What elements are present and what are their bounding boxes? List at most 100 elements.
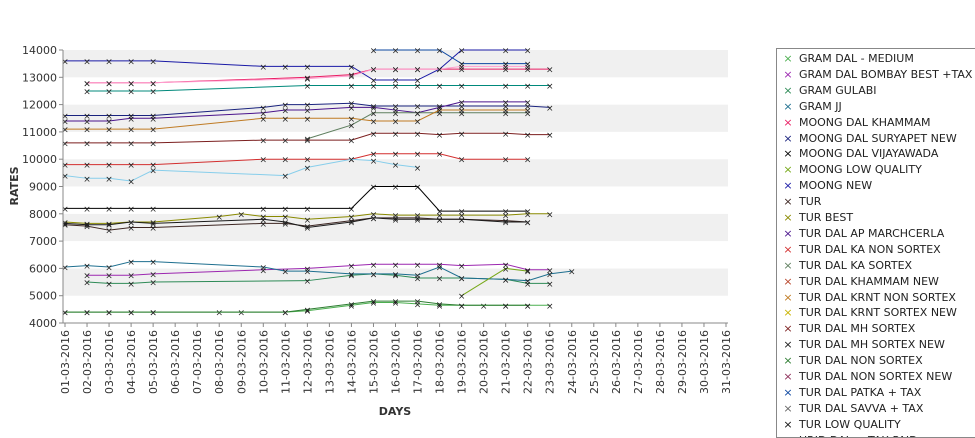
data-point: × (436, 66, 444, 76)
legend-label: MOONG LOW QUALITY (799, 163, 922, 177)
legend-item: × TUR LOW QUALITY (781, 418, 900, 432)
data-point: × (458, 47, 466, 57)
data-point: × (304, 164, 312, 174)
data-point: × (502, 218, 510, 228)
data-point: × (61, 221, 69, 231)
data-point: × (215, 213, 223, 223)
data-point: × (524, 102, 532, 112)
data-point: × (436, 150, 444, 160)
data-point: × (348, 82, 356, 92)
data-point: × (127, 112, 135, 122)
data-point: × (392, 298, 400, 308)
data-point: × (127, 218, 135, 228)
data-point: × (414, 66, 422, 76)
data-point: × (149, 205, 157, 215)
x-tick-label: 29-03-2016 (676, 330, 689, 394)
legend-item: × GRAM JJ (781, 99, 841, 114)
x-tick-label: 15-03-2016 (367, 330, 380, 394)
data-point: × (458, 107, 466, 117)
data-point: × (260, 264, 268, 274)
data-point: × (304, 82, 312, 92)
series-line (65, 153, 528, 166)
data-point: × (458, 216, 466, 226)
data-point: × (215, 309, 223, 319)
series-3: × × ×× ×× × × × × × ××× × ×× × (61, 258, 575, 287)
data-point: × (282, 63, 290, 73)
data-point: × (414, 298, 422, 308)
data-point: × (83, 126, 91, 136)
data-point: × (149, 224, 157, 234)
legend-marker-icon: × (783, 258, 793, 272)
data-point: × (105, 161, 113, 171)
series-1: × × × × × × × × × × × × ×× × (83, 261, 553, 282)
data-point: × (546, 302, 554, 312)
legend-marker-icon: × (783, 338, 793, 352)
data-point: × (304, 307, 312, 317)
x-tick-label: 09-03-2016 (235, 330, 248, 394)
data-point: × (524, 47, 532, 57)
legend-item: × MOONG NEW (781, 179, 872, 193)
data-point: × (83, 139, 91, 149)
data-point: × (61, 117, 69, 127)
data-point: × (83, 87, 91, 97)
data-point: × (83, 175, 91, 185)
data-point: × (149, 309, 157, 319)
data-point: × (260, 220, 268, 230)
x-tick-label: 17-03-2016 (412, 330, 425, 394)
data-point: × (392, 272, 400, 282)
plot-series: × × × × × × × × ×× × × × × × × × × ×× × × × × × × × × × × × ×× ×× × × × ××… (61, 47, 575, 319)
data-point: × (282, 107, 290, 117)
legend-item: × TUR DAL KA SORTEX (781, 259, 912, 273)
data-point: × (458, 98, 466, 108)
data-point: × (568, 268, 576, 278)
data-point: × (458, 302, 466, 312)
data-point: × (414, 183, 422, 193)
data-point: × (282, 268, 290, 278)
x-tick-label: 14-03-2016 (345, 330, 358, 394)
x-tick-label: 04-03-2016 (125, 330, 138, 394)
legend-item: × TUR DAL MH SORTEX (781, 322, 915, 336)
data-point: × (370, 210, 378, 220)
legend-item: × MOONG DAL VIJAYAWADA (781, 147, 938, 161)
data-point: × (458, 216, 466, 226)
data-point: × (458, 82, 466, 92)
data-point: × (524, 156, 532, 166)
data-point: × (105, 126, 113, 136)
series-24: × × × ×× × × × × × × × × × (83, 82, 553, 97)
data-point: × (392, 66, 400, 76)
data-point: × (392, 66, 400, 76)
legend-marker-icon: × (783, 354, 793, 368)
legend-label: TUR BEST (799, 211, 854, 224)
data-point: × (480, 302, 488, 312)
data-point: × (61, 57, 69, 67)
legend-marker-icon: × (783, 290, 793, 304)
grid-band (63, 186, 728, 214)
data-point: × (348, 302, 356, 312)
data-point: × (436, 131, 444, 141)
legend-marker-icon: × (783, 99, 793, 113)
x-tick-label: 20-03-2016 (478, 330, 491, 394)
x-tick-label: 30-03-2016 (698, 330, 711, 394)
data-point: × (370, 270, 378, 280)
legend-item: × TUR DAL AP MARCHCERLA (781, 227, 944, 241)
y-tick-label: 12000 (22, 99, 57, 112)
data-point: × (61, 205, 69, 215)
data-point: × (61, 309, 69, 319)
legend-item: × TUR (781, 195, 821, 209)
x-tick-label: 21-03-2016 (500, 330, 513, 394)
legend-item: × URID DAL + TAX PAID (781, 434, 917, 437)
data-point: × (502, 261, 510, 271)
legend-item: × TUR DAL KHAMMAM NEW (781, 275, 939, 289)
data-point: × (127, 79, 135, 89)
data-point: × (149, 126, 157, 136)
data-point: × (414, 47, 422, 57)
data-point: × (458, 302, 466, 312)
y-ticks: 4000 5000 6000 7000 8000 9000 10000 11000 12000 1… (22, 44, 63, 330)
data-point: × (392, 47, 400, 57)
data-point: × (105, 79, 113, 89)
data-point: × (392, 261, 400, 271)
x-tick-label: 25-03-2016 (588, 330, 601, 394)
data-point: × (83, 79, 91, 89)
data-point: × (458, 292, 466, 302)
data-point: × (392, 212, 400, 222)
